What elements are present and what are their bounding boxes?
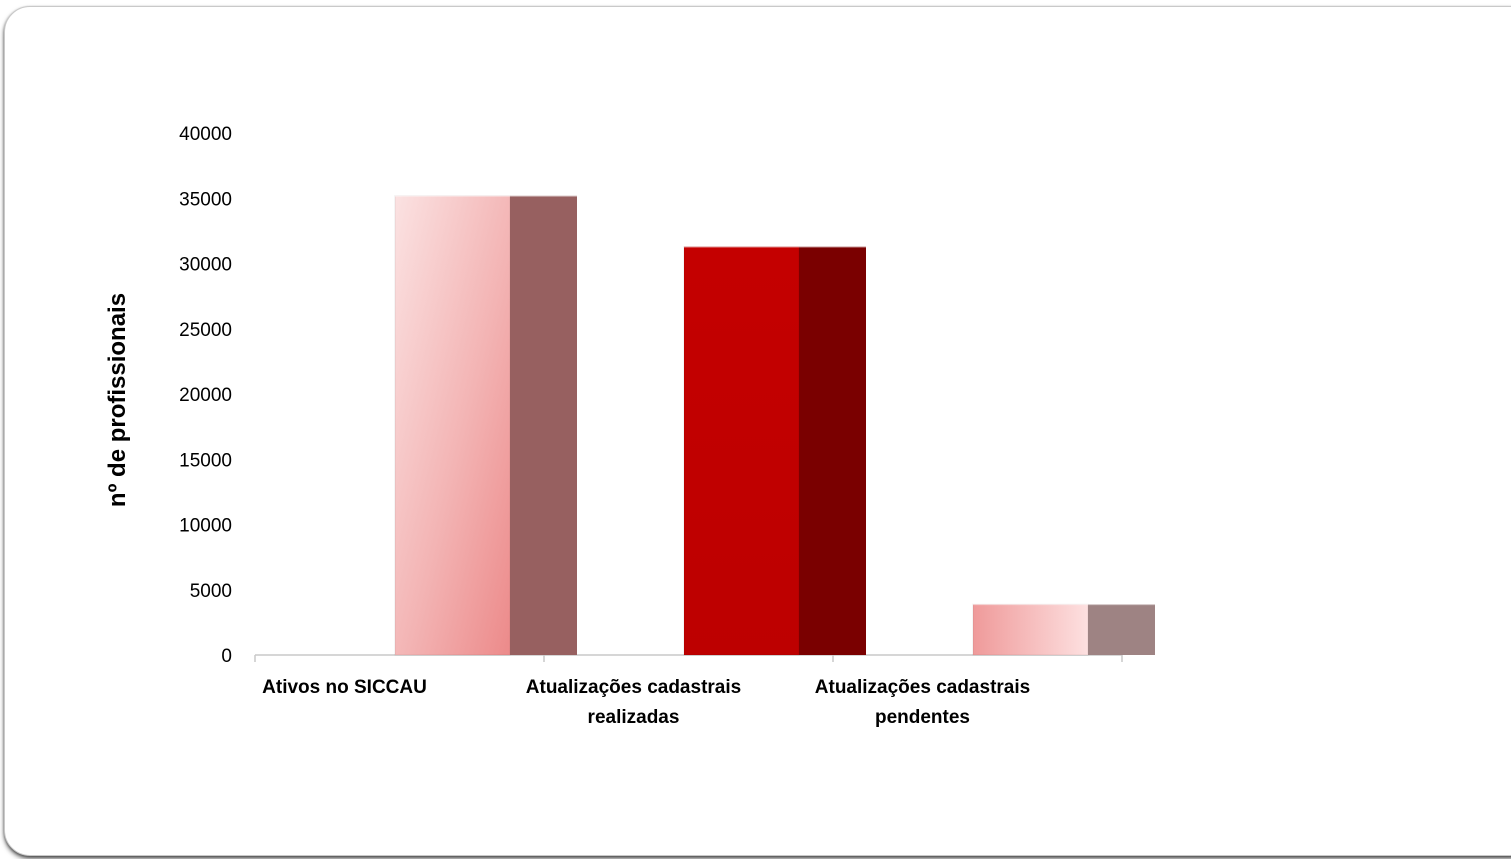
bar (683, 245, 866, 656)
bar-front (394, 195, 511, 656)
y-tick-label: 5000 (190, 581, 232, 602)
x-category-label: Atualizações cadastrais pendentes (815, 677, 1030, 728)
y-axis: 0 5000 10000 15000 20000 25000 30000 35000 40000 (179, 124, 1123, 667)
y-tick-label: 0 (221, 646, 232, 667)
bar-front (683, 246, 800, 656)
y-tick-label: 35000 (179, 189, 232, 210)
x-category-label: Atualizações cadastrais realizadas (526, 677, 741, 728)
y-tick-label: 10000 (179, 516, 232, 537)
category-labels: Ativos no SICCAU Atualizações cadastrais r… (262, 677, 1030, 728)
y-tick-label: 15000 (179, 450, 232, 471)
y-tick-label: 40000 (179, 124, 232, 145)
x-category-label: Ativos no SICCAU (262, 677, 427, 698)
y-tick-label: 25000 (179, 320, 232, 341)
bar-side (1088, 604, 1155, 655)
bar (972, 603, 1155, 656)
bar-side (799, 246, 866, 655)
y-tick-label: 20000 (179, 385, 232, 406)
y-tick-label: 30000 (179, 255, 232, 276)
bars (394, 194, 1155, 656)
bar-front (972, 603, 1089, 656)
bar (394, 194, 577, 656)
bar-side (510, 195, 577, 655)
y-axis-title: nº de profissionais (104, 293, 131, 507)
